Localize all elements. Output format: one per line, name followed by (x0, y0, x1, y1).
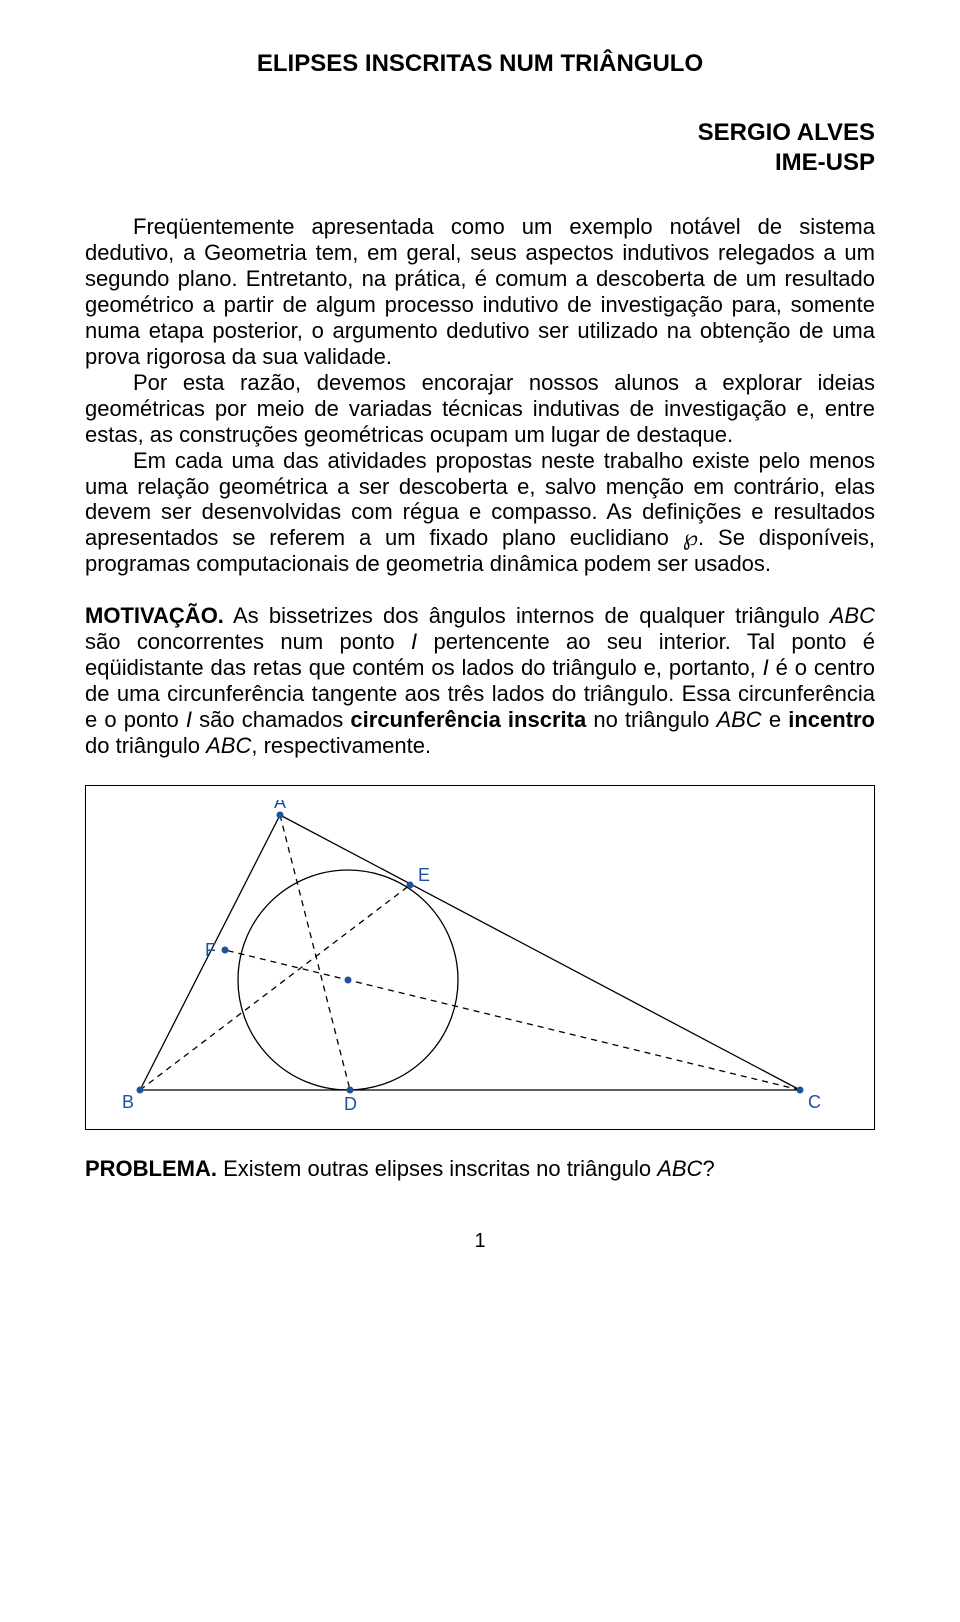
p3-plane-symbol: ℘ (683, 525, 698, 550)
svg-text:F: F (205, 940, 216, 960)
motiv-1h: do triângulo (85, 733, 206, 758)
page-number: 1 (85, 1230, 875, 1253)
author-institution: IME-USP (85, 148, 875, 178)
circ-inscrita: circunferência inscrita (350, 707, 586, 732)
svg-text:D: D (344, 1094, 357, 1110)
figure-container: A B C D E F (85, 785, 875, 1130)
problema-label: PROBLEMA. (85, 1156, 217, 1181)
motiv-1b: são concorrentes num ponto (85, 629, 411, 654)
svg-text:A: A (274, 800, 286, 812)
paragraph-3: Em cada uma das atividades propostas nes… (85, 448, 875, 578)
svg-text:C: C (808, 1092, 821, 1110)
motiv-1e: são chamados (192, 707, 350, 732)
author-name: SERGIO ALVES (85, 118, 875, 148)
motiv-1a: As bissetrizes dos ângulos internos de q… (224, 603, 830, 628)
abc-3: ABC (206, 733, 251, 758)
problema-q: ? (702, 1156, 714, 1181)
problema-text: Existem outras elipses inscritas no triâ… (217, 1156, 657, 1181)
svg-text:B: B (122, 1092, 134, 1110)
problema-paragraph: PROBLEMA. Existem outras elipses inscrit… (85, 1156, 875, 1182)
abc-2: ABC (716, 707, 761, 732)
motiv-1g: e (762, 707, 789, 732)
motiv-1f: no triângulo (586, 707, 716, 732)
abc-4: ABC (657, 1156, 702, 1181)
triangle-incircle-figure: A B C D E F (100, 800, 840, 1110)
paragraph-1: Freqüentemente apresentada como um exemp… (85, 214, 875, 370)
incentro: incentro (788, 707, 875, 732)
motivacao-paragraph: MOTIVAÇÃO. As bissetrizes dos ângulos in… (85, 603, 875, 759)
author-block: SERGIO ALVES IME-USP (85, 118, 875, 178)
doc-title: ELIPSES INSCRITAS NUM TRIÂNGULO (85, 50, 875, 78)
svg-text:E: E (418, 865, 430, 885)
motiv-1i: , respectivamente. (251, 733, 431, 758)
abc-1: ABC (830, 603, 875, 628)
paragraph-2: Por esta razão, devemos encorajar nossos… (85, 370, 875, 448)
motivacao-label: MOTIVAÇÃO. (85, 603, 224, 628)
